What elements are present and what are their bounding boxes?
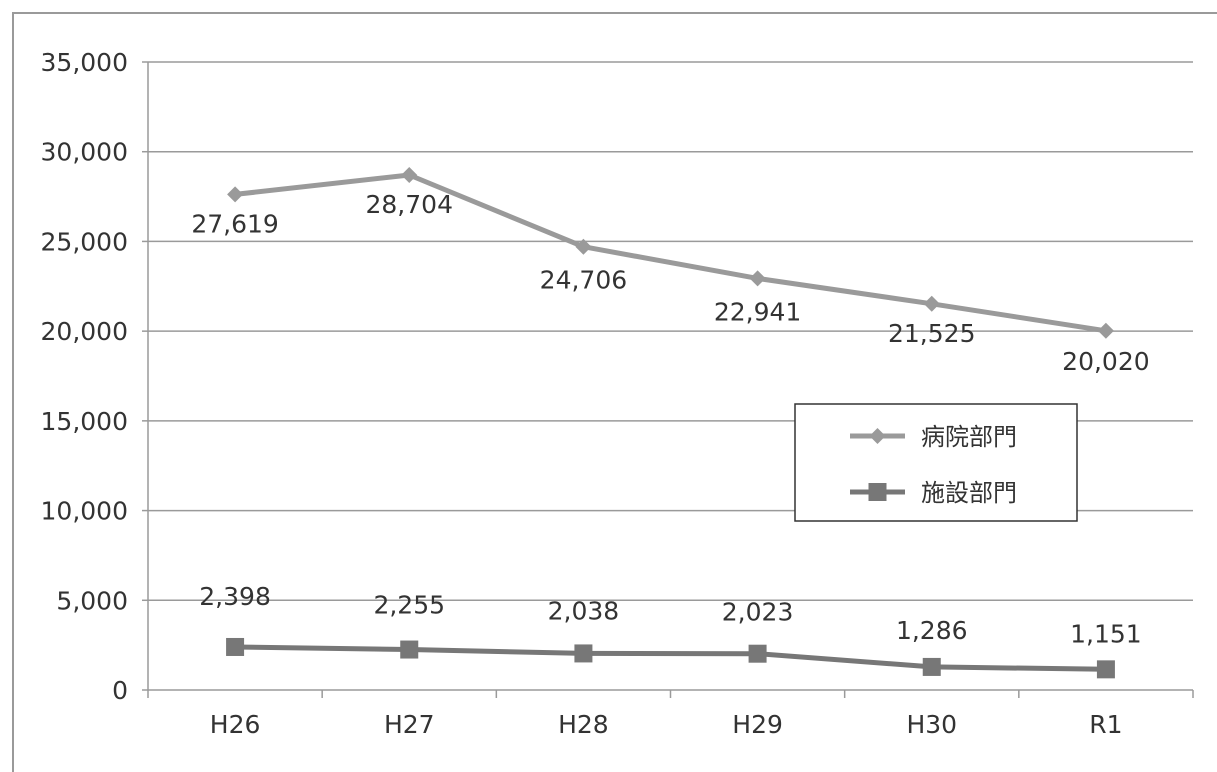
legend: 病院部門 施設部門 bbox=[794, 403, 1078, 522]
data-label: 24,706 bbox=[540, 266, 627, 295]
x-axis-tick-label: H26 bbox=[210, 710, 261, 739]
legend-box bbox=[794, 403, 1078, 522]
data-point-square bbox=[226, 637, 245, 656]
data-label: 2,255 bbox=[373, 591, 445, 620]
x-axis-tick-label: H30 bbox=[906, 710, 957, 739]
x-axis-tick-labels: H26 H27 H28 H29 H30 R1 bbox=[210, 710, 1123, 739]
y-axis-tick-labels: 0 5,000 10,000 15,000 20,000 25,000 30,000 35,0… bbox=[41, 48, 128, 705]
data-point-square bbox=[922, 657, 941, 676]
data-point-square bbox=[574, 644, 593, 663]
legend-label-hospital: 病院部門 bbox=[921, 423, 1017, 451]
y-axis-tick-label: 35,000 bbox=[41, 48, 128, 77]
series-layer bbox=[226, 166, 1115, 679]
data-point-diamond bbox=[401, 166, 418, 183]
data-label: 27,619 bbox=[191, 209, 278, 238]
y-axis-tick-label: 0 bbox=[112, 676, 128, 705]
y-axis-tick-label: 5,000 bbox=[56, 586, 128, 615]
chart-frame bbox=[12, 12, 1217, 772]
data-label: 2,038 bbox=[548, 596, 620, 625]
x-axis-tick-label: H27 bbox=[384, 710, 435, 739]
legend-marker-diamond-icon bbox=[869, 428, 886, 444]
y-axis-tick-label: 25,000 bbox=[41, 227, 128, 256]
x-axis-tick-label: H29 bbox=[732, 710, 783, 739]
x-axis-tick-label: R1 bbox=[1089, 710, 1122, 739]
legend-marker-square-icon bbox=[868, 483, 887, 501]
data-label: 2,023 bbox=[722, 598, 794, 627]
data-label: 28,704 bbox=[366, 190, 453, 219]
series-line bbox=[235, 644, 1106, 672]
data-point-square bbox=[400, 640, 419, 659]
legend-label-facility: 施設部門 bbox=[921, 479, 1017, 507]
data-point-diamond bbox=[227, 186, 244, 203]
data-label: 2,398 bbox=[199, 582, 271, 611]
y-axis-tick-label: 20,000 bbox=[41, 317, 128, 346]
data-label: 22,941 bbox=[714, 297, 801, 326]
data-point-diamond bbox=[575, 238, 592, 255]
data-point-square bbox=[1096, 660, 1115, 679]
y-axis-tick-label: 10,000 bbox=[41, 497, 128, 526]
data-point-diamond bbox=[923, 295, 940, 312]
x-axis-tick-label: H28 bbox=[558, 710, 609, 739]
data-label: 1,286 bbox=[896, 616, 968, 645]
data-point-diamond bbox=[1097, 322, 1114, 339]
data-label: 20,020 bbox=[1062, 347, 1149, 376]
series-line bbox=[234, 172, 1107, 334]
data-labels: 27,619 28,704 24,706 22,941 21,525 20,020 2,39… bbox=[191, 190, 1149, 648]
y-axis-tick-label: 15,000 bbox=[41, 407, 128, 436]
data-label: 1,151 bbox=[1070, 619, 1142, 648]
axes bbox=[142, 61, 1194, 698]
data-point-diamond bbox=[749, 270, 766, 287]
data-point-square bbox=[748, 644, 767, 663]
data-label: 21,525 bbox=[888, 319, 975, 348]
y-axis-tick-label: 30,000 bbox=[41, 138, 128, 167]
